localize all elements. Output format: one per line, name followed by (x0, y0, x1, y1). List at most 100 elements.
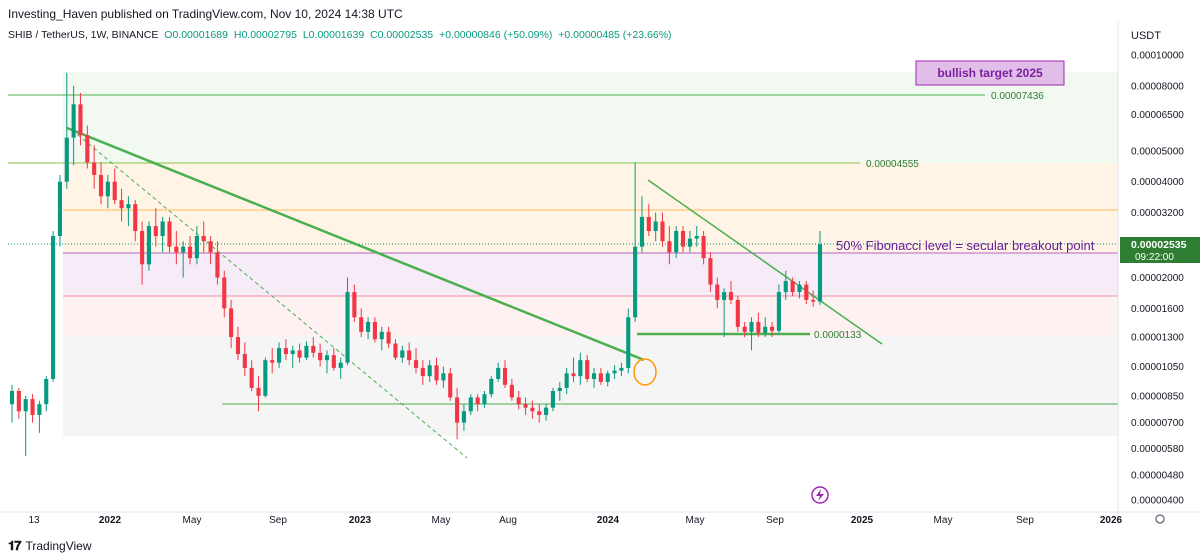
fib-zone-gray (63, 336, 1118, 436)
price-scale[interactable]: 0.00010000 0.00008000 0.00006500 0.00005000… (1131, 51, 1184, 507)
candle-body (359, 317, 364, 332)
y-tick-label: 0.00000400 (1131, 496, 1184, 507)
candle-body (126, 204, 131, 209)
candle (92, 145, 97, 189)
y-tick-label: 0.00008000 (1131, 81, 1184, 92)
candle (578, 352, 583, 385)
candle (78, 92, 83, 146)
candle (23, 395, 28, 456)
candle-body (441, 373, 446, 381)
tradingview-footer[interactable]: 𝟏𝟕 TradingView (8, 538, 92, 554)
candle (680, 226, 686, 253)
candle (468, 394, 473, 415)
candle (448, 367, 453, 401)
candle-body (386, 331, 391, 344)
candle-body (461, 411, 466, 423)
breakout-circle (633, 358, 657, 386)
y-tick-label: 0.00010000 (1131, 51, 1184, 62)
candle-body (448, 373, 453, 398)
current-price-badge[interactable] (1120, 237, 1200, 263)
level-label-7436: 0.00007436 (991, 91, 1044, 102)
candle (174, 230, 179, 265)
candle-body (297, 350, 302, 358)
settings-icon[interactable] (1155, 514, 1165, 524)
candle (811, 290, 816, 307)
candle (502, 360, 508, 388)
candle (496, 362, 501, 382)
candle-body (379, 331, 384, 340)
candle (756, 312, 761, 338)
candle (639, 196, 645, 253)
candle (256, 376, 261, 412)
symbol-label[interactable]: SHIB / TetherUS, 1W, BINANCE (8, 29, 159, 41)
candle-body (16, 390, 21, 412)
candle-body (311, 345, 316, 353)
candle (537, 404, 542, 423)
candle-body (372, 321, 377, 340)
candle (763, 317, 768, 338)
y-tick-label: 0.00000700 (1131, 418, 1184, 429)
candle-body (715, 284, 720, 300)
candle (352, 284, 357, 322)
candle-body (550, 390, 556, 408)
candle (701, 230, 706, 265)
candle-body (735, 299, 740, 327)
candle (598, 367, 603, 385)
price-scale-unit[interactable]: USDT (1131, 30, 1161, 42)
candle (619, 362, 624, 377)
candle-body (653, 221, 658, 231)
candle (263, 357, 268, 398)
candle (475, 394, 480, 412)
candle-body (605, 373, 610, 382)
candle (434, 357, 439, 385)
candle (338, 357, 343, 379)
candle (694, 226, 699, 247)
y-tick-label: 0.00003200 (1131, 208, 1184, 219)
open-value: O0.00001689 (164, 29, 228, 41)
candle (749, 317, 754, 351)
candle-body (612, 370, 617, 374)
candle-body (37, 404, 42, 415)
y-tick-label: 0.00000480 (1131, 470, 1184, 481)
candle-body (564, 373, 569, 388)
candle-body (229, 308, 234, 338)
candle-body (585, 360, 590, 379)
candle (235, 326, 241, 361)
y-tick-label: 0.00006500 (1131, 110, 1184, 121)
candle-body (283, 348, 288, 355)
tradingview-brand: TradingView (25, 539, 92, 553)
time-scale[interactable]: 13 2022 May Sep 2023 May Aug 2024 May Sep 2025 May S… (28, 515, 1122, 526)
candle (215, 241, 220, 285)
fib-zone-orange (63, 163, 1118, 253)
candle-body (222, 277, 227, 309)
candle (386, 326, 391, 349)
candle-body (352, 292, 357, 318)
candle-body (23, 399, 28, 412)
candle (530, 400, 535, 419)
candle-body (749, 321, 754, 332)
candle (585, 355, 590, 382)
candle-body (407, 350, 412, 361)
lightning-icon[interactable] (811, 486, 829, 504)
candle (379, 326, 384, 351)
candle (715, 277, 720, 309)
candle (783, 270, 788, 300)
candle (167, 216, 172, 253)
candle-body (105, 181, 110, 197)
candle-body (639, 216, 645, 247)
candle (119, 188, 124, 222)
candle-body (763, 326, 768, 333)
candle (44, 376, 49, 412)
candle-body (530, 407, 535, 412)
candle-body (160, 221, 165, 237)
candle (242, 342, 247, 377)
candle-body (9, 390, 15, 405)
candle-body (78, 104, 83, 136)
candle-body (263, 360, 268, 396)
candle-body (44, 378, 49, 405)
candle-body (30, 399, 35, 415)
candle (366, 317, 371, 340)
candle-body (598, 373, 603, 382)
x-tick-label: May (934, 515, 953, 526)
